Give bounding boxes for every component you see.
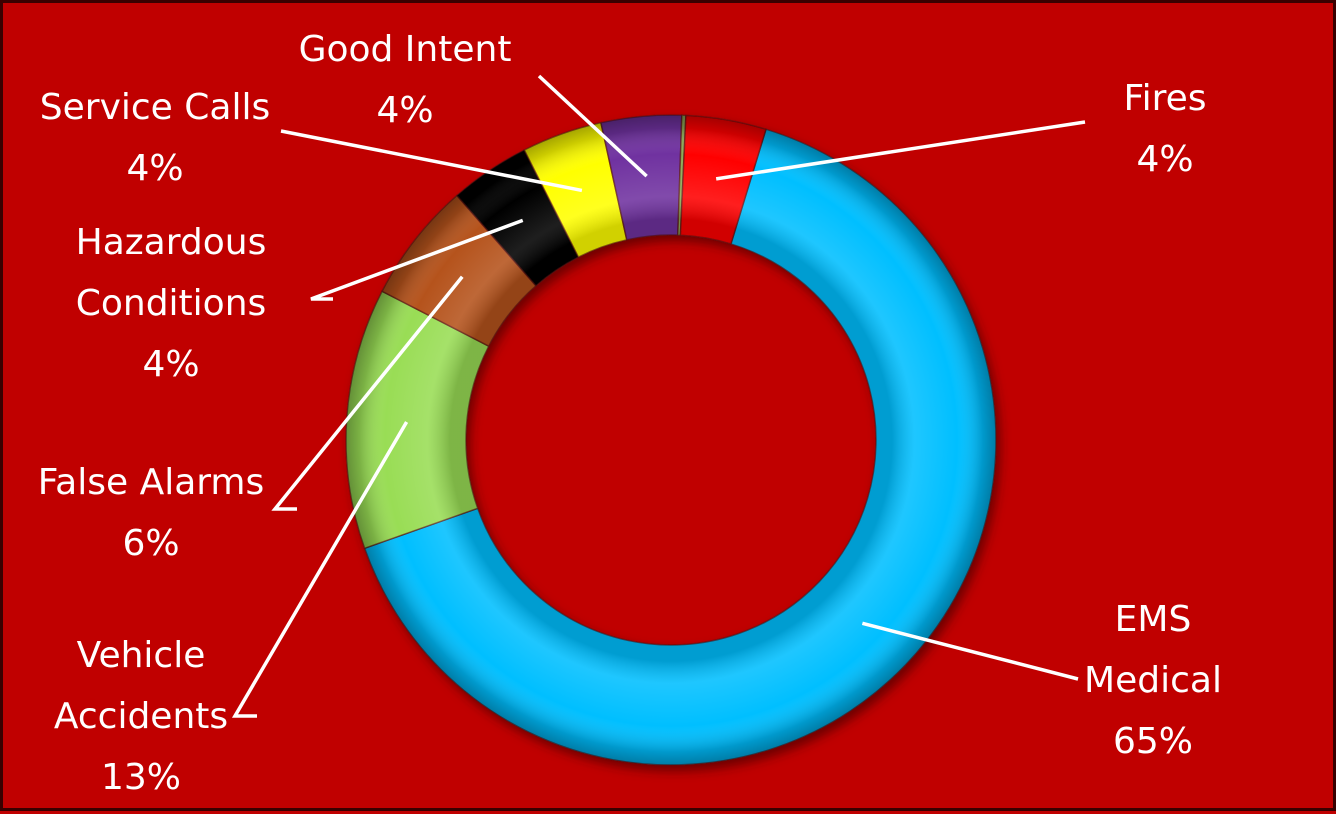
- label-fires: Fires 4%: [1123, 78, 1206, 180]
- leader-fires: [715, 120, 1086, 181]
- doughnut-chart: Fires 4% EMS Medical 65% Vehicle Accidents 13% F…: [38, 29, 1222, 798]
- label-good-intent: Good Intent 4%: [299, 29, 512, 131]
- label-service-calls: Service Calls 4%: [40, 87, 270, 189]
- ring-bevel: [346, 115, 996, 765]
- label-false-alarms: False Alarms 6%: [38, 462, 265, 564]
- label-vehicle-accidents: Vehicle Accidents 13%: [54, 635, 228, 798]
- label-hazardous-conditions: Hazardous Conditions 4%: [76, 222, 267, 385]
- leader-hazardous-conditions: [310, 218, 524, 301]
- leader-service-calls: [280, 129, 583, 193]
- label-ems-medical: EMS Medical 65%: [1084, 599, 1222, 762]
- leader-ems-medical: [861, 621, 1079, 681]
- leader-good-intent: [537, 74, 648, 178]
- leader-vehicle-accidents: [231, 421, 409, 718]
- leader-false-alarms: [271, 275, 464, 511]
